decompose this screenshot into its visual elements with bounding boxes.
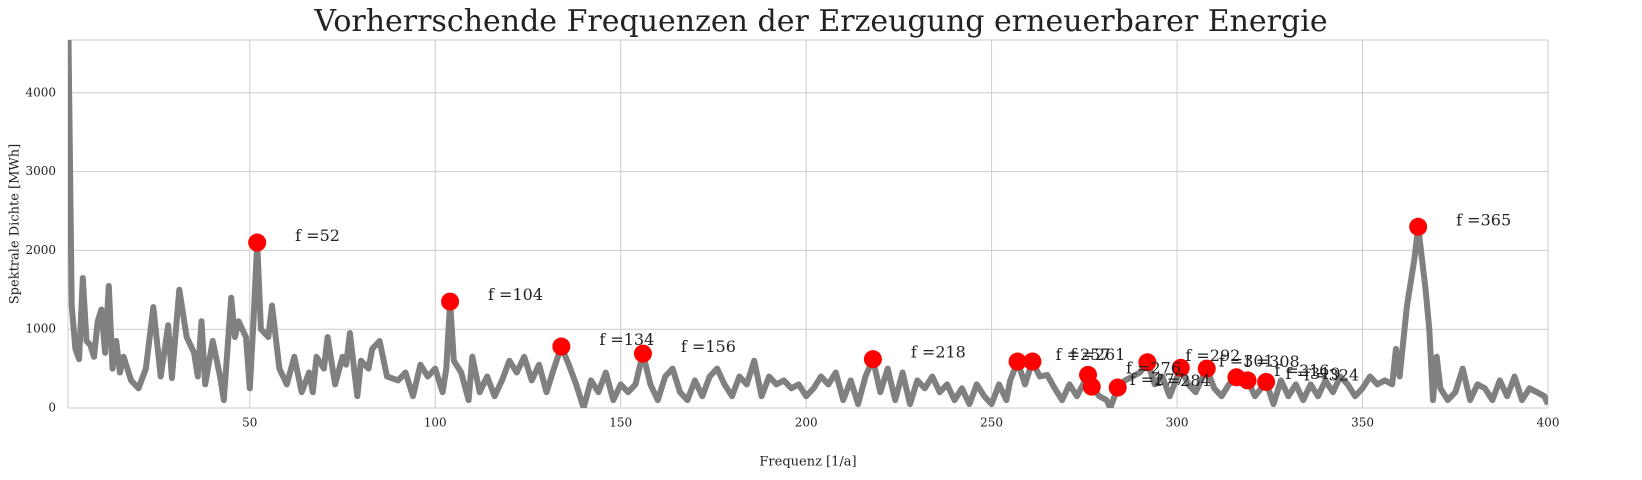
peak-marker bbox=[1197, 359, 1216, 378]
x-tick-label: 50 bbox=[242, 416, 257, 430]
peak-label: f =104 bbox=[488, 285, 543, 304]
grid bbox=[68, 40, 1549, 409]
peak-label: f =156 bbox=[681, 337, 736, 356]
x-tick-label: 250 bbox=[980, 416, 1003, 430]
peak-marker bbox=[1409, 217, 1428, 236]
x-tick-label: 400 bbox=[1537, 416, 1560, 430]
y-tick-label: 3000 bbox=[25, 164, 56, 178]
x-tick-label: 300 bbox=[1166, 416, 1189, 430]
peak-marker bbox=[552, 337, 571, 356]
chart-title: Vorherrschende Frequenzen der Erzeugung … bbox=[313, 4, 1327, 39]
peak-label: f =365 bbox=[1456, 210, 1511, 229]
peak-label: f =261 bbox=[1070, 345, 1125, 364]
x-axis-label: Frequenz [1/a] bbox=[759, 455, 856, 470]
peak-marker bbox=[1108, 378, 1127, 397]
peak-label: f =257 bbox=[1056, 345, 1111, 364]
peak-label: f =277 bbox=[1130, 370, 1185, 389]
peak-marker bbox=[633, 344, 652, 363]
y-axis-label: Spektrale Dichte [MWh] bbox=[8, 144, 23, 304]
peak-marker bbox=[1138, 353, 1157, 372]
peak-marker bbox=[863, 350, 882, 369]
peak-label: f =276 bbox=[1126, 358, 1181, 377]
x-tick-label: 200 bbox=[795, 416, 818, 430]
peak-marker bbox=[441, 292, 460, 311]
peak-marker bbox=[248, 233, 267, 252]
peak-marker bbox=[1023, 352, 1042, 371]
peak-label: f =301 bbox=[1219, 351, 1274, 370]
peak-label: f =292 bbox=[1185, 346, 1240, 365]
x-tick-label: 350 bbox=[1351, 416, 1374, 430]
peak-marker bbox=[1238, 371, 1257, 390]
peak-label: f =308 bbox=[1245, 352, 1300, 371]
peak-label: f =284 bbox=[1156, 371, 1211, 390]
peak-marker bbox=[1257, 372, 1276, 391]
peak-label: f =324 bbox=[1304, 365, 1359, 384]
peak-marker bbox=[1008, 352, 1027, 371]
spectrum-line bbox=[68, 40, 1548, 408]
peak-label: f =316 bbox=[1274, 361, 1329, 380]
y-tick-label: 0 bbox=[48, 401, 56, 415]
x-tick-label: 100 bbox=[424, 416, 447, 430]
y-tick-label: 1000 bbox=[25, 322, 56, 336]
plot-frame bbox=[67, 39, 1549, 409]
x-tick-label: 150 bbox=[609, 416, 632, 430]
peak-label: f =52 bbox=[295, 226, 340, 245]
peak-label: f =218 bbox=[911, 343, 966, 362]
peak-marker bbox=[1171, 358, 1190, 377]
y-tick-label: 4000 bbox=[25, 85, 56, 99]
y-tick-label: 2000 bbox=[25, 243, 56, 257]
peak-marker bbox=[1082, 377, 1101, 396]
peak-label: f =134 bbox=[599, 330, 654, 349]
peak-label: f =319 bbox=[1286, 364, 1341, 383]
